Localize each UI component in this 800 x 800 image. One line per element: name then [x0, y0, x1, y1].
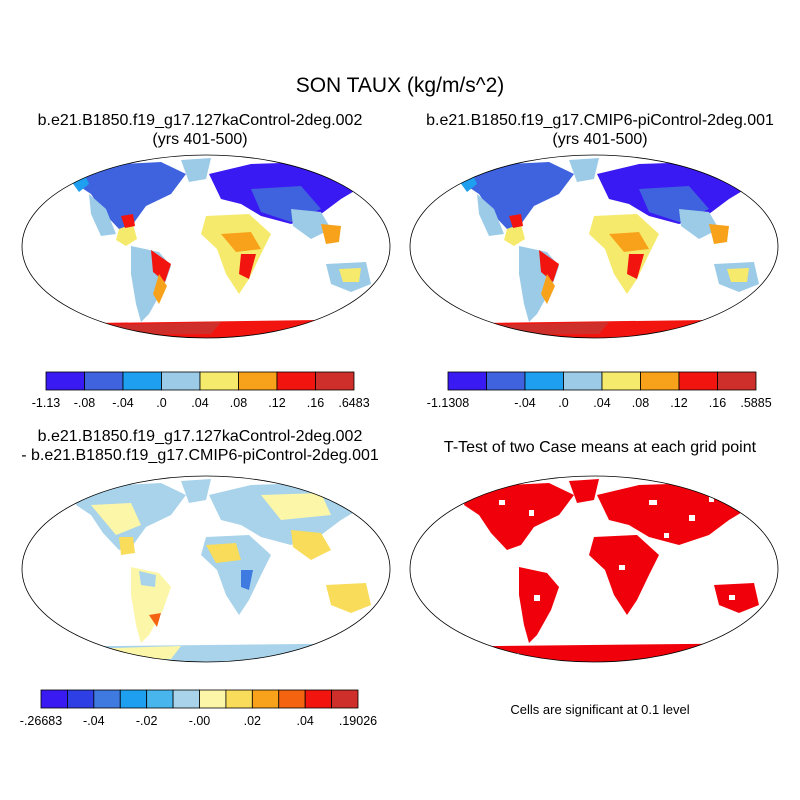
colorbar-swatch	[146, 689, 174, 709]
map-panel-1-land	[22, 158, 390, 338]
colorbar-swatch	[93, 689, 121, 709]
map-panel-4-nonsignificant-gaps	[499, 497, 735, 657]
colorbar-tick-label: -.04	[83, 714, 105, 728]
colorbar-tick-label: -.08	[74, 396, 96, 410]
colorbar-swatch	[276, 371, 316, 391]
colorbar-swatch	[199, 689, 227, 709]
colorbar-swatch	[238, 371, 278, 391]
panel1-title-line1: b.e21.B1850.f19_g17.127kaControl-2deg.00…	[37, 112, 363, 129]
colorbar-tick-label: .02	[244, 714, 261, 728]
colorbar-tick-label: -.04	[112, 396, 134, 410]
colorbar-panel-3: -.26683 -.04 -.02 -.00 .02 .04 .19026	[20, 689, 377, 728]
colorbar-tick-label: .0	[558, 396, 568, 410]
map-panel-1	[21, 154, 391, 339]
colorbar-tick-label: .04	[593, 396, 610, 410]
panel3-title-line1: b.e21.B1850.f19_g17.127kaControl-2deg.00…	[37, 428, 363, 445]
colorbar-panel-1: -1.13 -.08 -.04 .0 .04 .08 .12 .16 .6483	[32, 371, 370, 410]
panel3-title-line2: - b.e21.B1850.f19_g17.CMIP6-piControl-2d…	[21, 447, 379, 464]
colorbar-tick-label: .19026	[339, 714, 377, 728]
colorbar-panel-2: -1.1308 -.04 .0 .04 .08 .12 .16 .5885	[427, 371, 772, 410]
colorbar-swatch	[563, 371, 603, 391]
colorbar-swatch	[447, 371, 487, 391]
colorbar-swatch	[251, 689, 280, 709]
colorbar-swatch	[40, 689, 68, 709]
colorbar-tick-label: -.02	[136, 714, 158, 728]
panel2-title-line1: b.e21.B1850.f19_g17.CMIP6-piControl-2deg…	[426, 112, 774, 129]
significance-note: Cells are significant at 0.1 level	[510, 702, 690, 717]
figure-title: SON TAUX (kg/m/s^2)	[295, 74, 505, 97]
colorbar-swatch	[486, 371, 526, 391]
panel2-title-line2: (yrs 401-500)	[552, 131, 648, 148]
colorbar-swatch	[119, 689, 148, 709]
colorbar-swatch	[717, 371, 757, 391]
colorbar-tick-label: -.04	[514, 396, 536, 410]
colorbar-tick-label: -.26683	[20, 714, 62, 728]
colorbar-swatch	[45, 371, 85, 391]
panel1-title-line2: (yrs 401-500)	[152, 131, 248, 148]
colorbar-tick-label: .08	[230, 396, 247, 410]
panel4-title: T-Test of two Case means at each grid po…	[443, 439, 757, 456]
colorbar-swatch	[331, 689, 359, 709]
colorbar-swatch	[315, 371, 355, 391]
colorbar-swatch	[122, 371, 162, 391]
colorbar-tick-label: .08	[632, 396, 649, 410]
colorbar-swatch	[225, 689, 253, 709]
colorbar-tick-label: .04	[191, 396, 208, 410]
colorbar-tick-label: .12	[268, 396, 285, 410]
colorbar-swatch	[199, 371, 239, 391]
colorbar-swatch	[84, 371, 124, 391]
colorbar-tick-label: .0	[156, 396, 166, 410]
colorbar-swatch	[640, 371, 680, 391]
colorbar-tick-label: .16	[709, 396, 726, 410]
colorbar-tick-label: -.00	[189, 714, 211, 728]
colorbar-tick-label: .04	[296, 714, 313, 728]
colorbar-tick-label: -1.1308	[427, 396, 469, 410]
colorbar-swatch	[304, 689, 332, 709]
map-panel-2	[409, 154, 779, 339]
colorbar-tick-label: .16	[307, 396, 324, 410]
colorbar-swatch	[161, 371, 201, 391]
colorbar-swatch	[172, 689, 200, 709]
map-panel-4	[409, 475, 779, 663]
map-panel-3	[21, 475, 391, 663]
colorbar-tick-label: .12	[670, 396, 687, 410]
colorbar-swatch	[678, 371, 718, 391]
colorbar-swatch	[601, 371, 641, 391]
colorbar-swatch	[278, 689, 306, 709]
colorbar-swatch	[67, 689, 95, 709]
colorbar-swatch	[524, 371, 564, 391]
colorbar-tick-label: .5885	[740, 396, 771, 410]
colorbar-tick-label: -1.13	[32, 396, 61, 410]
colorbar-tick-label: .6483	[338, 396, 369, 410]
